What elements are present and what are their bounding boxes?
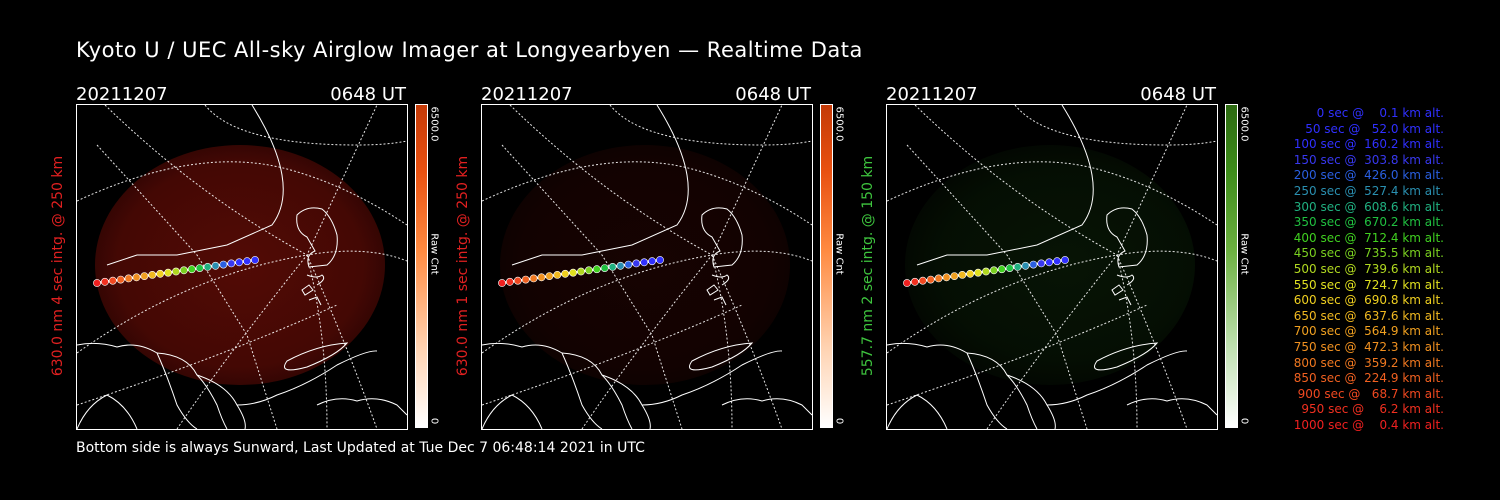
colorbar <box>415 104 428 428</box>
airglow-panel-630nm-1s: 20211207 0648 UT 630.0 nm 1 sec intg. @ … <box>455 84 881 430</box>
colorbar-min-label: 0 <box>428 417 440 425</box>
legend-row: 450 sec @ 735.5 km alt. <box>1289 246 1444 261</box>
legend-row: 200 sec @ 426.0 km alt. <box>1289 168 1444 183</box>
colorbar-unit-label: Raw Cnt <box>833 233 845 275</box>
legend-row: 100 sec @ 160.2 km alt. <box>1289 137 1444 152</box>
panel-date: 20211207 <box>886 84 978 105</box>
colorbar-unit-label: Raw Cnt <box>428 233 440 275</box>
colorbar-min-label: 0 <box>1238 417 1250 425</box>
trajectory-track <box>93 256 259 287</box>
page-title: Kyoto U / UEC All-sky Airglow Imager at … <box>76 38 863 62</box>
legend-row: 900 sec @ 68.7 km alt. <box>1293 386 1444 401</box>
colorbar-min-label: 0 <box>833 417 845 425</box>
map-linework <box>887 105 1217 429</box>
legend-row: 300 sec @ 608.6 km alt. <box>1289 199 1444 214</box>
legend-row: 1000 sec @ 0.4 km alt. <box>1293 417 1444 432</box>
legend-row: 950 sec @ 6.2 km alt. <box>1297 402 1444 417</box>
legend-row: 0 sec @ 0.1 km alt. <box>1305 106 1444 120</box>
trajectory-legend: 0 sec @ 0.1 km alt. 50 sec @ 52.0 km alt… <box>1262 106 1444 433</box>
legend-row: 400 sec @ 712.4 km alt. <box>1289 230 1444 245</box>
colorbar-max-label: 6500.0 <box>833 106 845 142</box>
airglow-panel-557nm-2s: 20211207 0648 UT 557.7 nm 2 sec intg. @ … <box>860 84 1286 430</box>
legend-row: 750 sec @ 472.3 km alt. <box>1289 339 1444 354</box>
map-linework <box>77 105 407 429</box>
colorbar <box>1225 104 1238 428</box>
legend-row: 700 sec @ 564.9 km alt. <box>1289 324 1444 339</box>
legend-row: 350 sec @ 670.2 km alt. <box>1289 215 1444 230</box>
all-sky-map <box>886 104 1218 430</box>
trajectory-track <box>498 256 664 287</box>
all-sky-map <box>481 104 813 430</box>
legend-row: 550 sec @ 724.7 km alt. <box>1289 277 1444 292</box>
colorbar-max-label: 6500.0 <box>428 106 440 142</box>
panel-time: 0648 UT <box>735 84 811 105</box>
panel-date: 20211207 <box>481 84 573 105</box>
trajectory-track <box>903 256 1069 287</box>
all-sky-map <box>76 104 408 430</box>
footer-note: Bottom side is always Sunward, Last Upda… <box>76 440 645 456</box>
colorbar <box>820 104 833 428</box>
map-linework <box>482 105 812 429</box>
panel-time: 0648 UT <box>1140 84 1216 105</box>
airglow-panel-630nm-4s: 20211207 0648 UT 630.0 nm 4 sec intg. @ … <box>50 84 476 430</box>
legend-row: 650 sec @ 637.6 km alt. <box>1289 308 1444 323</box>
legend-row: 800 sec @ 359.2 km alt. <box>1289 355 1444 370</box>
legend-row: 250 sec @ 527.4 km alt. <box>1289 183 1444 198</box>
panel-wavelength-label: 630.0 nm 1 sec intg. @ 250 km <box>455 155 471 377</box>
legend-row: 150 sec @ 303.8 km alt. <box>1289 152 1444 167</box>
legend-row: 500 sec @ 739.6 km alt. <box>1289 261 1444 276</box>
panel-time: 0648 UT <box>330 84 406 105</box>
panel-date: 20211207 <box>76 84 168 105</box>
panel-wavelength-label: 630.0 nm 4 sec intg. @ 250 km <box>50 155 66 377</box>
legend-row: 850 sec @ 224.9 km alt. <box>1289 371 1444 386</box>
legend-row: 600 sec @ 690.8 km alt. <box>1289 293 1444 308</box>
panel-wavelength-label: 557.7 nm 2 sec intg. @ 150 km <box>860 155 876 377</box>
colorbar-unit-label: Raw Cnt <box>1238 233 1250 275</box>
colorbar-max-label: 6500.0 <box>1238 106 1250 142</box>
legend-row: 50 sec @ 52.0 km alt. <box>1297 121 1444 136</box>
